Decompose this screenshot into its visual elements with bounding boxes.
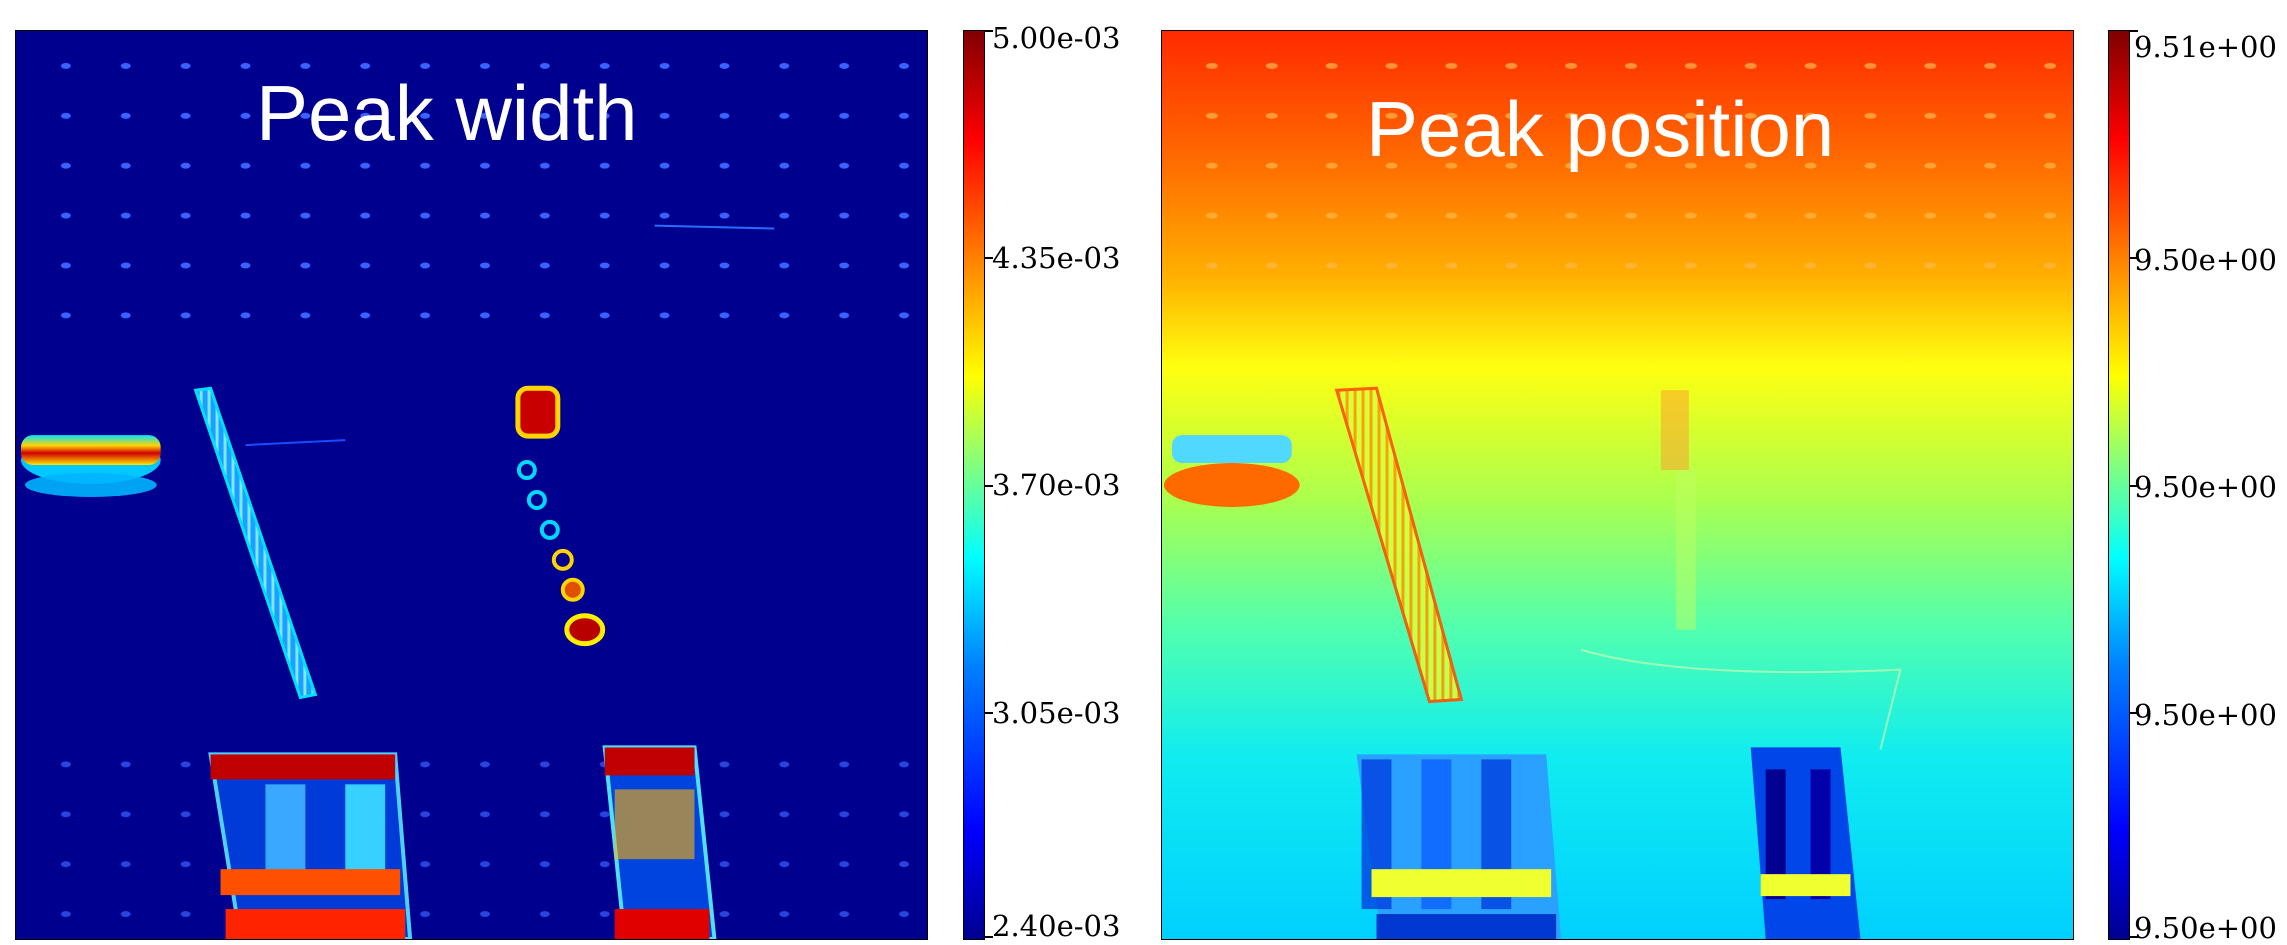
colorbar-tick-label: 2.40e-03 — [992, 909, 1121, 943]
peak-position-map — [1161, 30, 2074, 940]
colorbar-tick-label: 9.50e+00 — [2134, 470, 2277, 504]
peak-width-map — [15, 30, 928, 940]
colorbar-tick — [2130, 712, 2138, 714]
colorbar-tick-label: 9.50e+00 — [2134, 911, 2277, 945]
peak-position-image — [1162, 31, 2073, 939]
colorbar-tick — [2130, 485, 2138, 487]
colorbar-tick-label: 9.51e+00 — [2134, 30, 2277, 64]
colorbar-peak-width — [963, 30, 985, 940]
colorbar-tick-label: 4.35e-03 — [992, 241, 1121, 275]
colorbar-tick-label: 5.00e-03 — [992, 21, 1121, 55]
colorbar-tick-label: 9.50e+00 — [2134, 698, 2277, 732]
colorbar-tick — [2130, 30, 2138, 32]
colorbar-tick-label: 3.70e-03 — [992, 468, 1121, 502]
panel-title-peak-position: Peak position — [1366, 85, 1835, 173]
colorbar-tick — [985, 712, 993, 714]
colorbar-tick — [985, 257, 993, 259]
colorbar-peak-position — [2108, 30, 2130, 940]
colorbar-tick-label: 9.50e+00 — [2134, 243, 2277, 277]
colorbar-tick — [2130, 257, 2138, 259]
colorbar-tick — [985, 485, 993, 487]
panel-title-peak-width: Peak width — [256, 69, 638, 157]
colorbar-tick — [985, 30, 993, 32]
colorbar-tick-label: 3.05e-03 — [992, 696, 1121, 730]
peak-width-image — [16, 31, 927, 939]
